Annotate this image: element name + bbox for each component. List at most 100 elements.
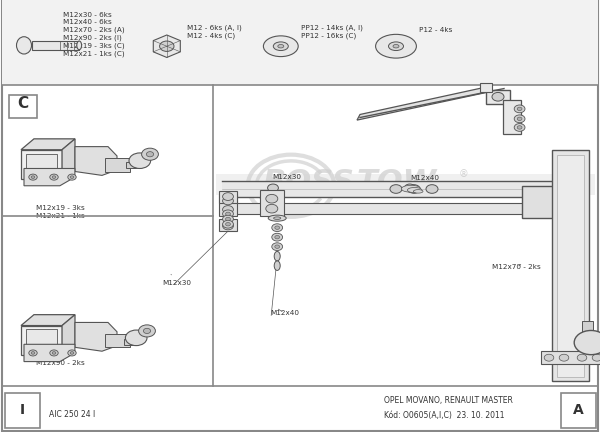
Text: I: I [20, 403, 25, 417]
Circle shape [492, 92, 504, 101]
FancyBboxPatch shape [522, 186, 561, 218]
Polygon shape [357, 86, 489, 120]
Text: M12x90 - 2ks: M12x90 - 2ks [36, 360, 85, 366]
Circle shape [29, 174, 37, 180]
Circle shape [226, 222, 230, 226]
FancyBboxPatch shape [486, 90, 510, 104]
Text: P12 - 4ks: P12 - 4ks [419, 27, 452, 33]
Polygon shape [62, 139, 75, 179]
Circle shape [408, 185, 420, 194]
FancyBboxPatch shape [222, 181, 564, 197]
Circle shape [31, 176, 35, 178]
Circle shape [146, 152, 154, 157]
Ellipse shape [389, 42, 404, 51]
Text: TOW: TOW [357, 168, 437, 197]
Circle shape [592, 354, 600, 361]
Text: A: A [573, 403, 584, 417]
Ellipse shape [407, 187, 422, 193]
Circle shape [272, 233, 283, 241]
Text: Kód: O0605(A,I,C)  23. 10. 2011: Kód: O0605(A,I,C) 23. 10. 2011 [384, 411, 505, 420]
Circle shape [272, 243, 283, 251]
Circle shape [125, 330, 147, 346]
Circle shape [223, 210, 233, 218]
Text: PP12 - 14ks (A, I)
PP12 - 16ks (C): PP12 - 14ks (A, I) PP12 - 16ks (C) [301, 24, 363, 39]
Text: M12x30: M12x30 [272, 174, 301, 185]
Circle shape [266, 204, 278, 213]
Circle shape [223, 206, 233, 213]
Text: M12x30 - 6ks
M12x40 - 6ks
M12x70 - 2ks (A)
M12x90 - 2ks (I)
M12x19 - 3ks (C)
M12: M12x30 - 6ks M12x40 - 6ks M12x70 - 2ks (… [63, 12, 125, 57]
Circle shape [50, 350, 58, 356]
Ellipse shape [263, 36, 298, 57]
FancyBboxPatch shape [26, 154, 56, 175]
Circle shape [272, 224, 283, 232]
Circle shape [404, 184, 415, 192]
FancyBboxPatch shape [557, 155, 584, 377]
Text: OPEL MOVANO, RENAULT MASTER: OPEL MOVANO, RENAULT MASTER [384, 397, 513, 405]
Circle shape [275, 226, 280, 229]
Ellipse shape [274, 261, 280, 270]
FancyBboxPatch shape [124, 339, 137, 345]
FancyBboxPatch shape [225, 203, 561, 214]
Circle shape [142, 148, 158, 160]
Circle shape [226, 217, 230, 221]
FancyBboxPatch shape [2, 0, 598, 85]
Polygon shape [75, 146, 117, 175]
Polygon shape [75, 322, 117, 351]
Circle shape [68, 350, 76, 356]
Circle shape [29, 350, 37, 356]
Text: BOSS: BOSS [262, 168, 354, 197]
Circle shape [517, 107, 522, 111]
Circle shape [266, 194, 278, 203]
FancyBboxPatch shape [216, 174, 595, 195]
Ellipse shape [393, 44, 399, 48]
Polygon shape [153, 35, 181, 57]
Ellipse shape [77, 41, 82, 50]
Circle shape [275, 245, 280, 248]
Ellipse shape [274, 42, 289, 51]
Ellipse shape [376, 35, 416, 58]
FancyBboxPatch shape [582, 321, 593, 338]
Circle shape [52, 176, 56, 178]
Text: C: C [17, 96, 28, 111]
Text: bars: bars [431, 183, 461, 197]
FancyBboxPatch shape [219, 204, 222, 210]
Circle shape [577, 354, 587, 361]
FancyBboxPatch shape [541, 351, 600, 364]
FancyBboxPatch shape [26, 330, 56, 351]
Circle shape [68, 174, 76, 180]
Circle shape [514, 105, 525, 113]
Circle shape [223, 222, 233, 230]
Text: M12x70 - 2ks: M12x70 - 2ks [492, 264, 541, 270]
Text: AIC 250 24 I: AIC 250 24 I [49, 410, 95, 419]
Circle shape [143, 328, 151, 334]
Circle shape [268, 184, 278, 192]
Circle shape [517, 126, 522, 129]
Text: M12x19 - 3ks
M12x21 - 1ks: M12x19 - 3ks M12x21 - 1ks [36, 205, 85, 219]
Text: M12 - 6ks (A, I)
M12 - 4ks (C): M12 - 6ks (A, I) M12 - 4ks (C) [187, 24, 242, 39]
Polygon shape [219, 194, 237, 216]
Circle shape [226, 212, 230, 216]
Ellipse shape [268, 215, 286, 221]
Circle shape [544, 354, 554, 361]
Polygon shape [24, 344, 75, 362]
FancyBboxPatch shape [503, 100, 521, 134]
FancyBboxPatch shape [219, 219, 237, 231]
Circle shape [70, 176, 74, 178]
Polygon shape [32, 41, 79, 50]
Polygon shape [24, 168, 75, 186]
Circle shape [223, 193, 233, 200]
Polygon shape [21, 314, 75, 326]
Circle shape [514, 124, 525, 131]
Polygon shape [21, 139, 75, 150]
Ellipse shape [17, 37, 32, 54]
Circle shape [223, 197, 233, 205]
FancyBboxPatch shape [126, 162, 139, 168]
Circle shape [223, 220, 233, 228]
Circle shape [559, 354, 569, 361]
Ellipse shape [274, 217, 281, 219]
Circle shape [129, 153, 151, 168]
Circle shape [223, 215, 233, 223]
Circle shape [139, 325, 155, 337]
Circle shape [390, 185, 402, 194]
Ellipse shape [274, 251, 280, 261]
